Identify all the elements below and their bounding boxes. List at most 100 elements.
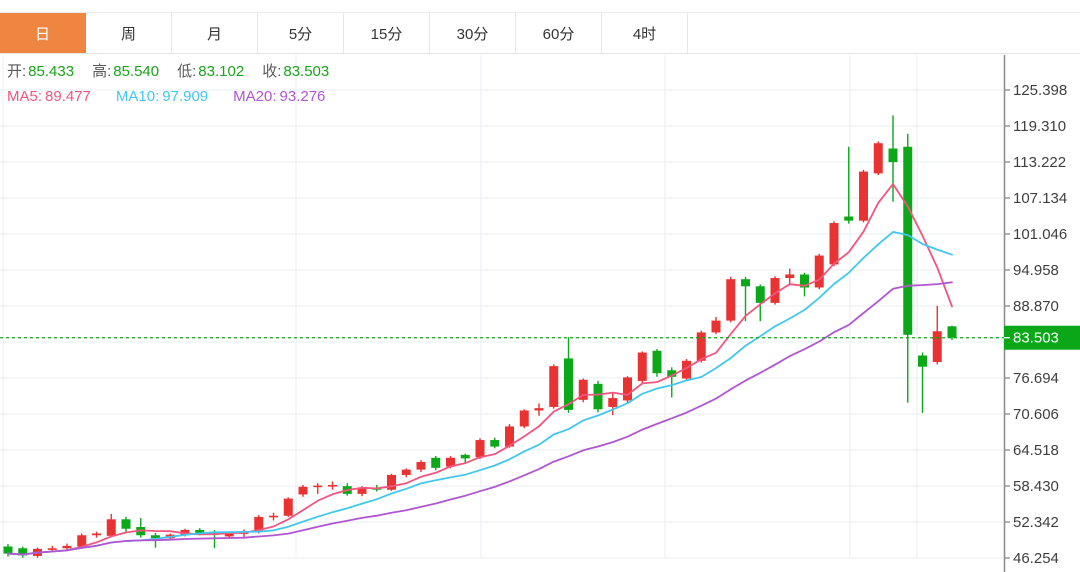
tab-week[interactable]: 周 (86, 13, 172, 53)
candle-body (785, 274, 795, 279)
tab-15min[interactable]: 15分 (344, 13, 430, 53)
candle-body (947, 326, 957, 338)
candle-body (726, 279, 736, 321)
candle-body (401, 469, 411, 475)
y-axis-tick-label: 46.254 (1013, 550, 1059, 567)
candle-body (844, 216, 854, 221)
y-axis-tick-label: 107.134 (1013, 190, 1067, 207)
high-value: 85.540 (113, 63, 160, 80)
ma20-value: 93.276 (279, 88, 326, 105)
y-axis-tick-label: 64.518 (1013, 442, 1059, 459)
y-axis-tick-label: 113.222 (1013, 154, 1066, 171)
ma5-line (7, 183, 953, 556)
candle-body (623, 377, 632, 401)
ma10-label: MA10: (115, 88, 160, 105)
candle-body (151, 535, 160, 539)
candle-body (475, 440, 485, 458)
ma10-line (7, 230, 953, 556)
candle-body (549, 366, 559, 407)
ma5-label: MA5: (7, 88, 43, 105)
candle-body (431, 457, 441, 468)
tab-4hour[interactable]: 4时 (602, 13, 688, 53)
candle-body (608, 398, 618, 407)
candle-body (446, 457, 455, 467)
candle-body (357, 487, 367, 494)
candle-body (741, 279, 750, 287)
y-axis-tick-label: 94.958 (1013, 262, 1059, 279)
y-axis-tick-label: 88.870 (1013, 298, 1059, 315)
candle-body (62, 545, 72, 549)
low-readout: 低: 83.102 (177, 63, 244, 81)
candle-body (873, 143, 883, 174)
high-label: 高: (92, 63, 112, 80)
low-label: 低: (177, 63, 197, 80)
candle-body (254, 516, 264, 532)
candle-body (903, 146, 913, 335)
candle-body (637, 352, 647, 381)
close-readout: 收: 83.503 (262, 63, 329, 81)
tab-day[interactable]: 日 (0, 13, 86, 53)
candle-body (180, 529, 190, 535)
open-readout: 开: 85.433 (7, 63, 74, 81)
candle-body (328, 484, 337, 487)
candle-body (313, 485, 323, 488)
candle-body (298, 486, 308, 495)
period-tabbar: 日周月 5分 15分 30分 60分 4时 (0, 12, 1080, 54)
candle-body (121, 519, 131, 529)
candle-body (800, 274, 809, 288)
tab-5min[interactable]: 5分 (258, 13, 344, 53)
price-tag (1004, 325, 1080, 350)
candle-body (770, 278, 780, 303)
candle-body (18, 548, 28, 556)
candle-body (918, 355, 927, 367)
candle-body (534, 408, 544, 411)
tab-30min[interactable]: 30分 (430, 13, 516, 53)
price-tag-label: 83.503 (1013, 330, 1059, 347)
candle-body (269, 515, 278, 518)
ma10-readout: MA10: 97.909 (116, 88, 211, 106)
candle-body (564, 358, 573, 410)
candle-body (387, 474, 396, 490)
candle-body (224, 532, 234, 537)
candle-body (92, 533, 101, 536)
open-label: 开: (7, 63, 27, 80)
ma5-readout: MA5: 89.477 (7, 88, 94, 106)
candle-body (829, 223, 839, 265)
ma20-line (7, 281, 953, 556)
candle-body (416, 461, 426, 470)
candle-body (519, 410, 529, 427)
candle-body (682, 360, 691, 379)
candle-body (667, 370, 677, 377)
tab-month[interactable]: 月 (172, 13, 258, 53)
candle-body (755, 286, 765, 303)
candle-body (859, 171, 868, 221)
candle-body (3, 546, 13, 554)
y-axis-tick-label: 125.398 (1013, 82, 1067, 99)
ohlc-readout: 开: 85.433 高: 85.540 低: 83.102 收: 83.503 (7, 63, 329, 81)
candlestick-chart[interactable]: 125.398 119.310 113.222 107.134 101.046 94.95… (0, 55, 1080, 572)
close-value: 83.503 (283, 63, 330, 80)
candle-body (578, 379, 588, 400)
candle-body (696, 332, 706, 361)
candle-body (460, 454, 470, 459)
candle-body (77, 535, 87, 547)
candle-body (593, 383, 603, 410)
y-axis-tick-label: 101.046 (1013, 226, 1067, 243)
candle-body (505, 426, 514, 447)
y-axis-tick-label: 70.606 (1013, 406, 1059, 423)
y-axis-tick-label: 76.694 (1013, 370, 1059, 387)
ma10-value: 97.909 (162, 88, 209, 105)
low-value: 83.102 (198, 63, 245, 80)
candle-body (888, 148, 898, 163)
ma5-value: 89.477 (45, 88, 91, 105)
tab-60min[interactable]: 60分 (516, 13, 602, 53)
y-axis-tick-label: 58.430 (1013, 478, 1059, 495)
candle-body (47, 548, 57, 550)
y-axis-tick-label: 52.342 (1013, 514, 1059, 531)
candle-body (195, 529, 205, 534)
close-label: 收: (262, 63, 282, 80)
ma20-label: MA20: (233, 88, 277, 105)
candle-body (652, 350, 662, 374)
candle-body (490, 440, 500, 447)
high-readout: 高: 85.540 (92, 63, 159, 81)
